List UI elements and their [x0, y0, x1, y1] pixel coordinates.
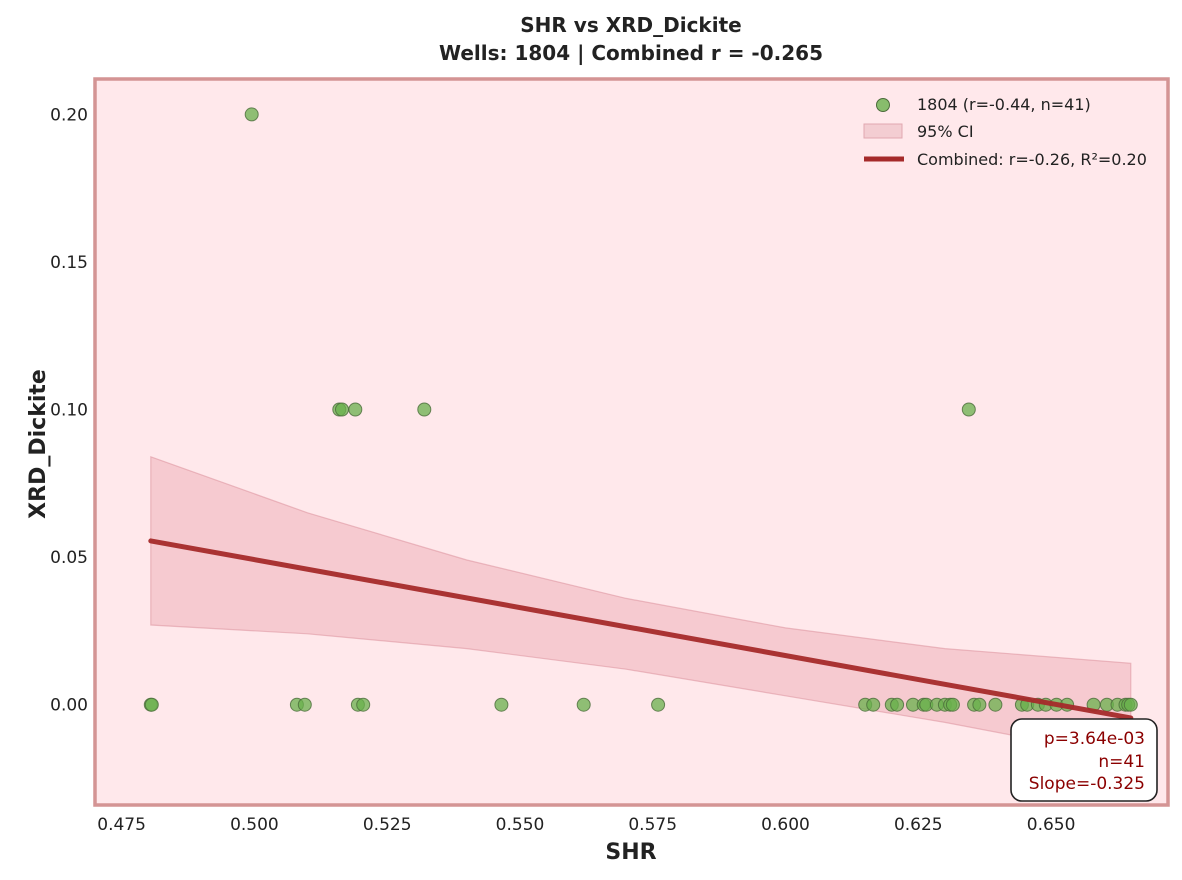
stats-box-background: [1010, 718, 1158, 802]
x-tick-label: 0.600: [761, 815, 810, 835]
scatter-point: [244, 107, 259, 122]
plot-frame: [93, 77, 1170, 807]
legend-marker-scatter: [876, 98, 890, 112]
scatter-point: [297, 697, 312, 712]
chart-subtitle: Wells: 1804 | Combined r = -0.265: [439, 41, 823, 65]
stats-slope: Slope=-0.325: [1029, 774, 1145, 794]
chart-title: SHR vs XRD_Dickite: [520, 13, 741, 37]
x-tick-label: 0.525: [363, 815, 412, 835]
x-tick-label: 0.500: [230, 815, 279, 835]
plot-area: [95, 79, 1168, 805]
legend-label-ci: 95% CI: [917, 122, 974, 141]
y-tick-label: 0.05: [50, 548, 88, 568]
legend-marker-ci: [863, 123, 903, 139]
y-tick-label: 0.15: [50, 253, 88, 273]
stats-p-value: p=3.64e-03: [1044, 729, 1145, 749]
regression-line-layer: [148, 538, 1134, 721]
scatter-point: [945, 697, 960, 712]
scatter-point: [972, 697, 987, 712]
x-tick-label: 0.475: [97, 815, 146, 835]
y-axis-ticks: 0.00 0.05 0.10 0.15 0.20: [50, 105, 88, 715]
y-tick-label: 0.20: [50, 105, 88, 125]
scatter-point: [335, 402, 349, 417]
stats-box: p=3.64e-03 n=41 Slope=-0.325: [1010, 718, 1158, 802]
scatter-point: [651, 697, 666, 712]
scatter-point: [417, 402, 432, 417]
scatter-point: [576, 697, 591, 712]
x-tick-label: 0.550: [496, 815, 545, 835]
y-tick-label: 0.10: [50, 401, 88, 421]
scatter-point: [348, 402, 363, 417]
scatter-points-layer: [143, 107, 1138, 712]
y-tick-label: 0.00: [50, 696, 88, 716]
scatter-point: [866, 697, 881, 712]
scatter-point: [356, 697, 371, 712]
scatter-point: [144, 697, 159, 712]
y-axis-label: XRD_Dickite: [26, 369, 51, 519]
legend-label-line: Combined: r=-0.26, R²=0.20: [917, 150, 1147, 169]
x-tick-label: 0.575: [628, 815, 677, 835]
x-axis-ticks: 0.475 0.500 0.525 0.550 0.575 0.600 0.625 0.650: [97, 815, 1075, 835]
legend-label-scatter: 1804 (r=-0.44, n=41): [917, 95, 1091, 114]
legend: 1804 (r=-0.44, n=41) 95% CI Combined: r=…: [863, 95, 1147, 169]
x-tick-label: 0.650: [1027, 815, 1076, 835]
scatter-point: [494, 697, 509, 712]
scatter-point: [890, 697, 905, 712]
regression-line: [148, 538, 1134, 721]
x-axis-label: SHR: [605, 840, 656, 865]
scatter-point: [988, 697, 1003, 712]
stats-n: n=41: [1098, 752, 1145, 772]
scatter-point: [961, 402, 976, 417]
x-tick-label: 0.625: [894, 815, 943, 835]
scatter-point: [1123, 697, 1138, 712]
